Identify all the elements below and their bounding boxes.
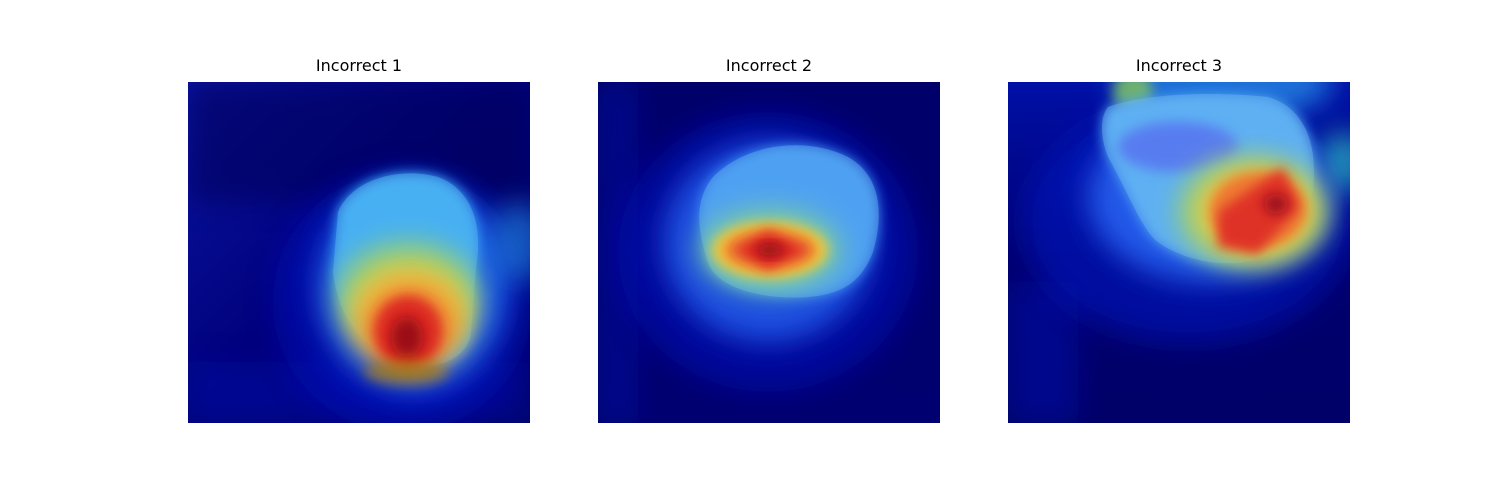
heatmap-image	[598, 82, 940, 423]
panel-title: Incorrect 1	[315, 56, 403, 75]
panel-title: Incorrect 2	[725, 56, 813, 75]
panel-title: Incorrect 3	[1135, 56, 1223, 75]
heatmap-image	[188, 82, 530, 423]
heatmap-panel-2: Incorrect 2	[598, 56, 940, 423]
heatmap-panel-3: Incorrect 3	[1008, 56, 1350, 423]
heatmap-image	[1008, 82, 1350, 423]
heatmap-panel-1: Incorrect 1	[188, 56, 530, 423]
